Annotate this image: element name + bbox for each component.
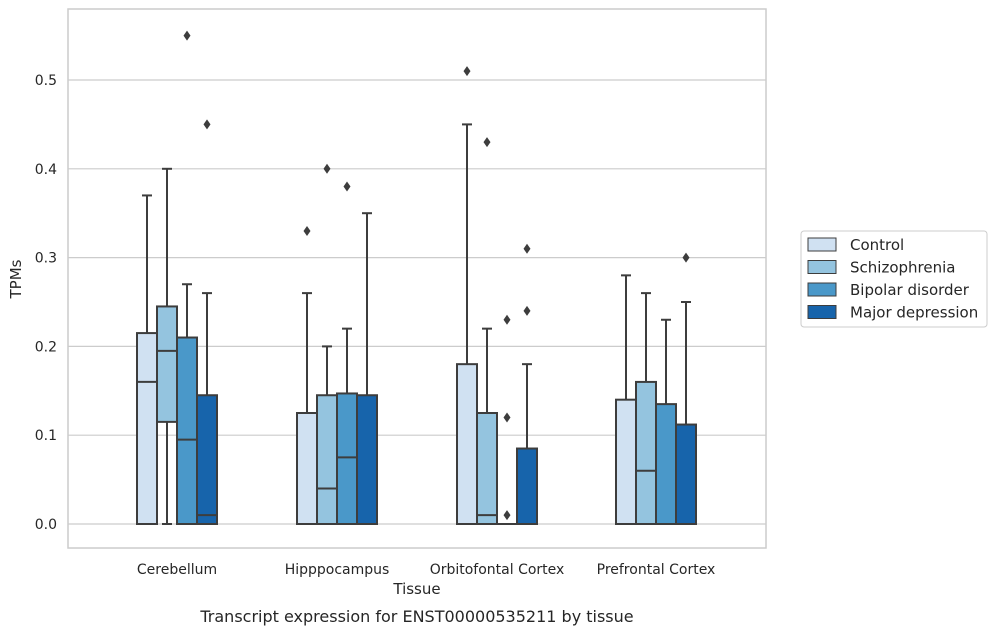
x-tick-labels: Cerebellum Hipppocampus Orbitofontal Corte…	[137, 562, 715, 578]
x-axis-title: Tissue	[392, 580, 440, 598]
box-plots	[136, 30, 697, 526]
box-bipolar-disorder	[176, 30, 198, 525]
legend-swatch	[807, 282, 837, 297]
box-major-depression	[675, 252, 697, 526]
box-body	[356, 394, 378, 525]
box-schizophrenia	[156, 167, 178, 525]
outlier-point	[503, 314, 511, 325]
box-control	[296, 225, 318, 525]
y-tick-label: 0.2	[35, 339, 57, 355]
box-body	[675, 423, 697, 526]
box-body	[476, 412, 498, 525]
box-body	[176, 336, 198, 525]
box-control	[136, 194, 158, 525]
legend-label: Control	[850, 236, 904, 254]
box-body	[336, 392, 358, 525]
legend-swatch	[807, 260, 837, 274]
legend-label: Major depression	[850, 304, 978, 322]
box-body	[655, 403, 677, 525]
box-major-depression	[516, 243, 538, 525]
box-major-depression	[356, 212, 378, 525]
box-body	[136, 332, 158, 525]
y-tick-label: 0.3	[35, 251, 57, 267]
box-schizophrenia	[476, 137, 498, 525]
box-body	[196, 394, 218, 525]
box-body	[516, 447, 538, 525]
box-major-depression	[196, 119, 218, 525]
legend-swatch	[807, 237, 837, 252]
box-body	[456, 363, 478, 525]
box-bipolar-disorder	[497, 314, 517, 525]
y-tick-label: 0.5	[35, 73, 57, 89]
outlier-point	[323, 163, 331, 174]
outlier-point	[463, 66, 471, 77]
legend-swatch	[807, 305, 837, 319]
box-control	[615, 274, 637, 525]
outlier-point	[183, 30, 191, 41]
y-tick-label: 0.1	[35, 428, 57, 444]
box-control	[456, 66, 478, 525]
x-tick-label: Orbitofontal Cortex	[430, 562, 565, 578]
y-tick-labels: 0.0 0.1 0.2 0.3 0.4 0.5	[35, 73, 57, 533]
outlier-point	[343, 181, 351, 192]
legend-label: Schizophrenia	[850, 259, 955, 277]
legend-label: Bipolar disorder	[850, 281, 970, 299]
x-tick-label: Prefrontal Cortex	[597, 562, 716, 578]
box-body	[156, 305, 178, 423]
outlier-point	[503, 510, 511, 521]
y-axis-title: TPMs	[7, 259, 25, 299]
y-tick-label: 0.0	[35, 517, 57, 533]
outlier-point	[503, 412, 511, 423]
box-bipolar-disorder	[655, 318, 677, 525]
outlier-point	[523, 243, 531, 254]
outlier-point	[203, 119, 211, 130]
plot-frame	[67, 8, 767, 549]
box-body	[316, 394, 338, 525]
box-body	[296, 412, 318, 525]
box-body	[615, 398, 637, 525]
legend-frame	[800, 230, 988, 328]
chart-caption: Transcript expression for ENST0000053521…	[199, 607, 633, 626]
outlier-point	[523, 305, 531, 316]
outlier-point	[682, 252, 690, 263]
outlier-point	[483, 137, 491, 148]
box-schizophrenia	[635, 292, 657, 526]
x-tick-label: Hipppocampus	[285, 562, 390, 578]
box-schizophrenia	[316, 163, 338, 525]
box-bipolar-disorder	[336, 181, 358, 525]
x-tick-label: Cerebellum	[137, 562, 217, 578]
box-body	[635, 380, 657, 526]
y-tick-label: 0.4	[35, 162, 57, 178]
outlier-point	[303, 225, 311, 236]
legend: Control Schizophrenia Bipolar disorder Majo…	[800, 230, 988, 328]
